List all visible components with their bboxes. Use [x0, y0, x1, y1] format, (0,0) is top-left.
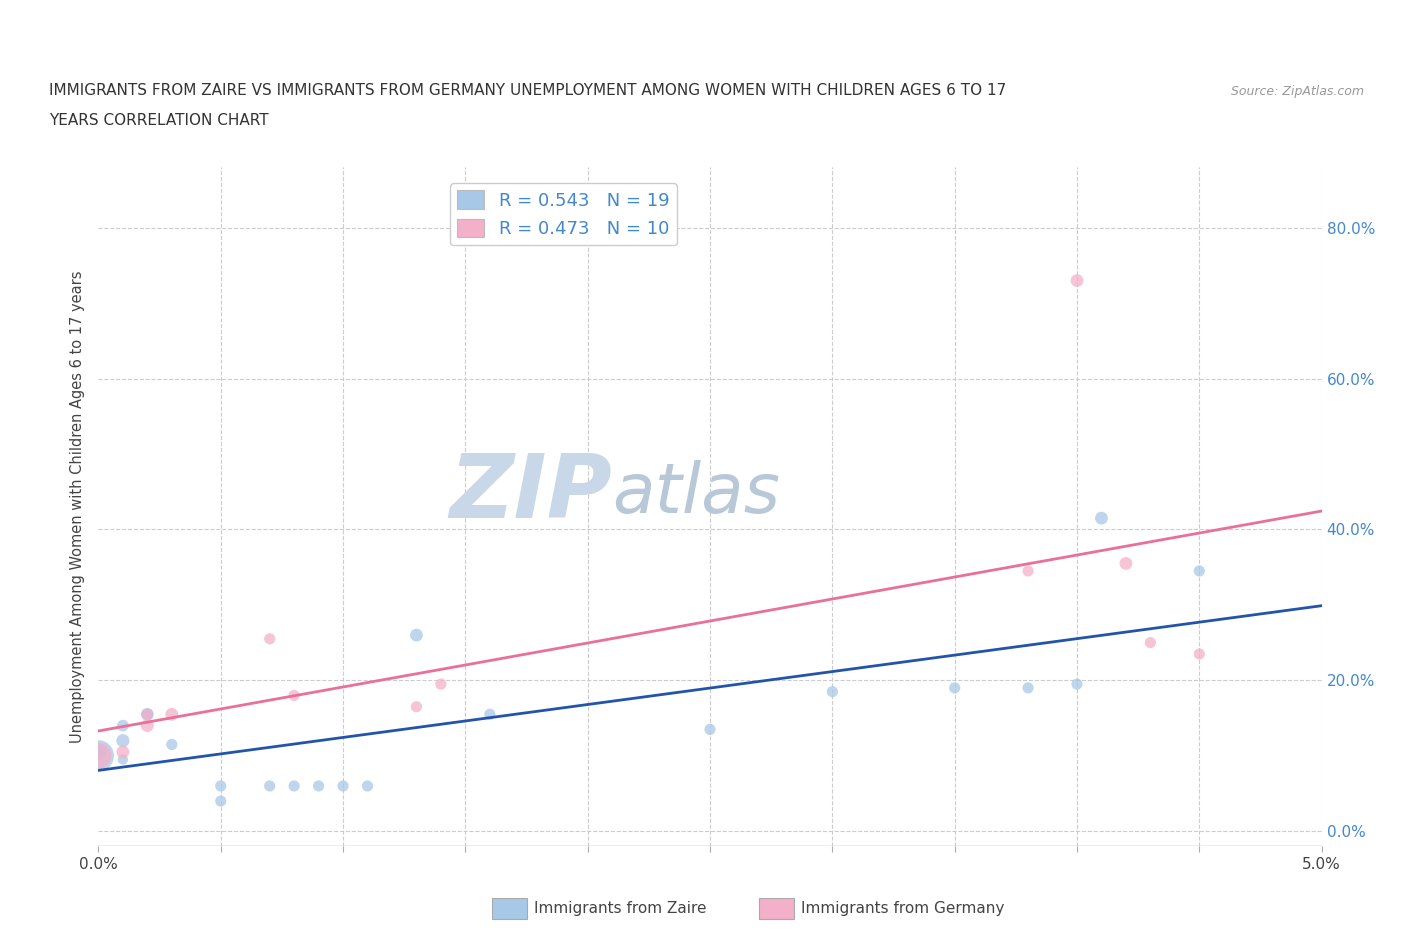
Point — [209, 778, 232, 793]
Point — [259, 778, 281, 793]
Point — [1188, 564, 1211, 578]
Point — [478, 707, 501, 722]
Point — [136, 707, 159, 722]
Point — [136, 718, 159, 733]
Point — [1066, 677, 1088, 692]
Point — [87, 745, 110, 760]
Point — [1188, 646, 1211, 661]
Y-axis label: Unemployment Among Women with Children Ages 6 to 17 years: Unemployment Among Women with Children A… — [70, 271, 86, 743]
Point — [160, 737, 183, 752]
Text: IMMIGRANTS FROM ZAIRE VS IMMIGRANTS FROM GERMANY UNEMPLOYMENT AMONG WOMEN WITH C: IMMIGRANTS FROM ZAIRE VS IMMIGRANTS FROM… — [49, 83, 1007, 98]
Point — [1090, 511, 1112, 525]
Point — [943, 681, 966, 696]
Point — [405, 699, 427, 714]
Point — [699, 722, 721, 737]
Point — [1115, 556, 1137, 571]
Legend: R = 0.543   N = 19, R = 0.473   N = 10: R = 0.543 N = 19, R = 0.473 N = 10 — [450, 183, 676, 246]
Point — [111, 718, 134, 733]
Point — [1139, 635, 1161, 650]
Point — [283, 778, 305, 793]
Point — [111, 733, 134, 748]
Text: atlas: atlas — [612, 459, 780, 526]
Point — [209, 793, 232, 808]
Point — [1066, 273, 1088, 288]
Point — [405, 628, 427, 643]
Point — [430, 677, 453, 692]
Point — [136, 707, 159, 722]
Point — [136, 707, 159, 722]
Point — [1017, 564, 1039, 578]
Text: ZIP: ZIP — [450, 450, 612, 537]
Text: YEARS CORRELATION CHART: YEARS CORRELATION CHART — [49, 113, 269, 128]
Point — [259, 631, 281, 646]
Point — [160, 707, 183, 722]
Point — [283, 688, 305, 703]
Point — [356, 778, 378, 793]
Point — [1017, 681, 1039, 696]
Point — [821, 684, 844, 699]
Text: Source: ZipAtlas.com: Source: ZipAtlas.com — [1230, 85, 1364, 98]
Point — [332, 778, 354, 793]
Point — [308, 778, 330, 793]
Text: Immigrants from Zaire: Immigrants from Zaire — [534, 901, 707, 916]
Point — [87, 749, 110, 764]
Point — [87, 749, 110, 764]
Point — [111, 745, 134, 760]
Text: Immigrants from Germany: Immigrants from Germany — [801, 901, 1005, 916]
Point — [111, 752, 134, 767]
